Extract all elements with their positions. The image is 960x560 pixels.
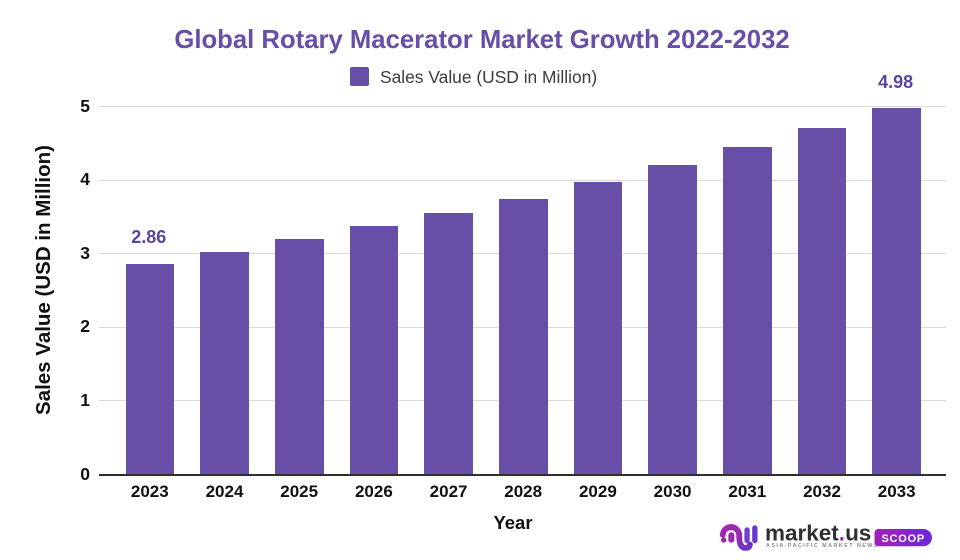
svg-text:ASIA-PACIFIC MARKET NEWS: ASIA-PACIFIC MARKET NEWS <box>766 543 879 549</box>
svg-text:SCOOP: SCOOP <box>881 533 925 545</box>
svg-text:market.us: market.us <box>765 521 871 546</box>
